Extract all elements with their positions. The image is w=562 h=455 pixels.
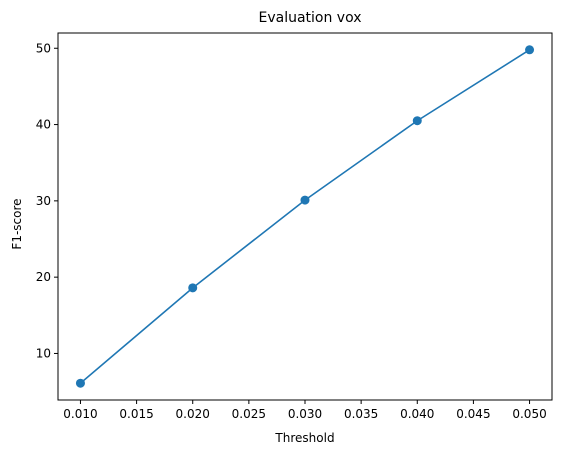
- y-tick-label: 50: [36, 41, 51, 55]
- y-tick-label: 40: [36, 118, 51, 132]
- x-tick-label: 0.030: [288, 407, 322, 421]
- x-axis: 0.010 0.015 0.020 0.025 0.030 0.035 0.040 0.045…: [63, 400, 547, 421]
- y-tick-label: 30: [36, 194, 51, 208]
- plot-area: 0.010 0.015 0.020 0.025 0.030 0.035 0.040 0.045…: [36, 32, 553, 421]
- x-tick-label: 0.010: [63, 407, 97, 421]
- data-point: [412, 116, 422, 126]
- x-tick-label: 0.035: [344, 407, 378, 421]
- chart-title: Evaluation vox: [258, 10, 361, 26]
- y-tick-label: 20: [36, 270, 51, 284]
- data-point: [188, 283, 198, 293]
- y-tick-label: 10: [36, 346, 51, 360]
- data-point: [525, 45, 535, 55]
- data-point: [75, 378, 85, 388]
- x-tick-label: 0.015: [119, 407, 153, 421]
- series-line: [79, 49, 530, 384]
- x-tick-label: 0.045: [456, 407, 490, 421]
- x-tick-label: 0.040: [400, 407, 434, 421]
- x-tick-label: 0.025: [232, 407, 266, 421]
- x-tick-label: 0.020: [176, 407, 210, 421]
- y-axis-label: F1-score: [10, 198, 24, 249]
- data-point: [300, 195, 310, 205]
- x-axis-label: Threshold: [274, 431, 334, 445]
- plot-frame: [57, 32, 553, 401]
- x-tick-label: 0.050: [512, 407, 546, 421]
- y-axis: 10 20 30 40 50: [36, 41, 58, 360]
- series-group: [75, 45, 535, 388]
